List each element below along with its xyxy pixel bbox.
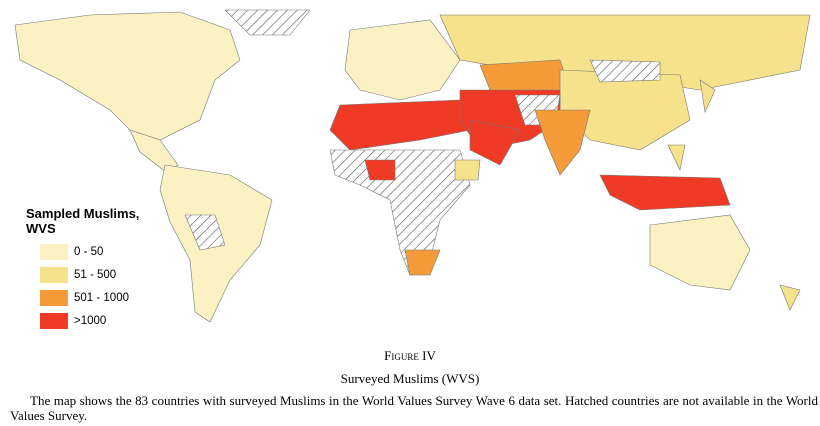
new-zealand xyxy=(779,284,801,311)
figure-label: Figure IV xyxy=(384,348,436,363)
philippines xyxy=(667,144,686,171)
legend-item: 0 - 50 xyxy=(40,244,103,260)
figure-caption: The map shows the 83 countries with surv… xyxy=(10,393,818,423)
world-map xyxy=(14,9,811,323)
mongolia xyxy=(589,59,661,83)
australia xyxy=(649,214,751,291)
legend-swatch xyxy=(40,290,68,306)
legend-label: 501 - 1000 xyxy=(74,292,129,304)
legend-swatch xyxy=(40,244,68,260)
north-america xyxy=(14,11,241,141)
arabia xyxy=(469,119,521,166)
legend-title: Sampled Muslims, WVS xyxy=(26,206,140,236)
north-africa xyxy=(329,99,471,151)
legend-label: 51 - 500 xyxy=(74,269,117,281)
nigeria xyxy=(364,159,396,181)
legend-item: >1000 xyxy=(40,313,106,329)
ethiopia xyxy=(454,159,481,181)
south-africa xyxy=(404,249,441,276)
india xyxy=(534,109,591,176)
legend-item: 501 - 1000 xyxy=(40,290,129,306)
japan xyxy=(699,79,716,114)
legend-swatch xyxy=(40,313,68,329)
greenland xyxy=(224,9,311,36)
indonesia xyxy=(599,174,731,211)
europe xyxy=(344,19,461,101)
legend-swatch xyxy=(40,267,68,283)
bolivia-peru xyxy=(184,214,226,251)
figure-title: Surveyed Muslims (WVS) xyxy=(340,371,480,386)
legend-item: 51 - 500 xyxy=(40,267,116,283)
legend-label: >1000 xyxy=(74,315,107,327)
africa xyxy=(329,149,471,276)
legend-label: 0 - 50 xyxy=(74,246,104,258)
